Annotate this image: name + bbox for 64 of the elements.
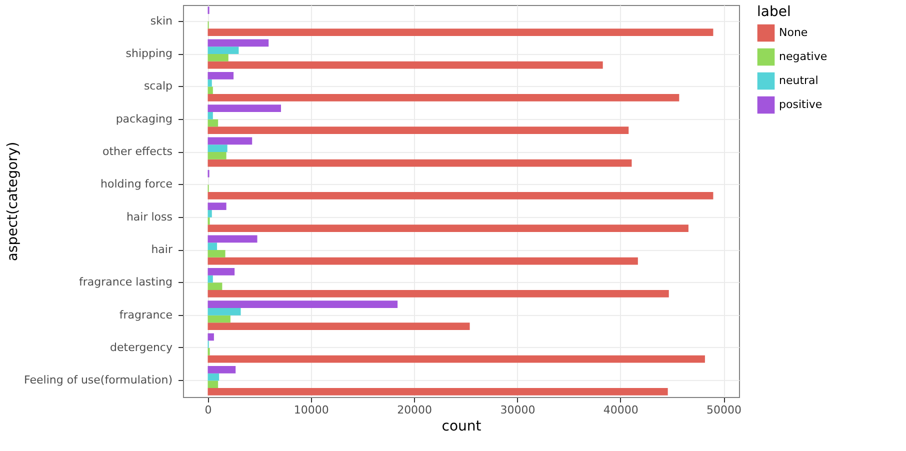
bar bbox=[208, 268, 235, 276]
legend-label: None bbox=[779, 26, 808, 39]
bar bbox=[208, 79, 212, 87]
bar bbox=[208, 210, 212, 218]
bar bbox=[208, 72, 234, 80]
x-tick-label: 20000 bbox=[397, 404, 432, 416]
bar bbox=[208, 257, 638, 265]
bar bbox=[208, 224, 688, 232]
bar bbox=[208, 242, 218, 250]
legend-label: negative bbox=[779, 50, 828, 63]
bar bbox=[208, 202, 226, 210]
legend-title: label bbox=[757, 4, 791, 20]
bar bbox=[208, 282, 222, 290]
bar bbox=[208, 290, 669, 298]
bar bbox=[208, 388, 668, 396]
x-tick-label: 40000 bbox=[603, 404, 638, 416]
bar bbox=[208, 137, 252, 145]
y-tick-label: fragrance bbox=[119, 308, 173, 322]
bar bbox=[208, 61, 603, 69]
bar bbox=[208, 152, 226, 160]
bar bbox=[208, 308, 241, 316]
bar bbox=[208, 380, 218, 388]
x-tick-label: 10000 bbox=[294, 404, 329, 416]
bar bbox=[208, 94, 680, 102]
bar bbox=[208, 104, 281, 112]
x-tick-label: 30000 bbox=[500, 404, 536, 416]
y-tick-label: other effects bbox=[102, 145, 173, 158]
bar bbox=[208, 112, 213, 120]
bar bbox=[208, 322, 470, 330]
bar bbox=[208, 192, 714, 200]
x-tick-label: 0 bbox=[204, 404, 212, 416]
y-tick-label: skin bbox=[150, 14, 173, 28]
bar bbox=[208, 235, 258, 243]
y-tick-label: packaging bbox=[116, 112, 172, 126]
bar bbox=[208, 250, 226, 258]
y-tick-label: fragrance lasting bbox=[78, 276, 172, 289]
bar bbox=[208, 275, 213, 283]
x-axis-title: count bbox=[442, 418, 482, 434]
bar bbox=[208, 46, 239, 54]
bar bbox=[208, 300, 398, 308]
legend-label: positive bbox=[779, 98, 822, 111]
y-tick-label: shipping bbox=[126, 47, 172, 60]
bar bbox=[208, 144, 228, 152]
bar bbox=[208, 126, 629, 134]
y-tick-label: hair loss bbox=[126, 210, 173, 224]
y-tick-label: Feeling of use(formulation) bbox=[24, 374, 172, 387]
bar bbox=[208, 86, 213, 94]
y-axis-title: aspect(category) bbox=[5, 142, 22, 262]
bar bbox=[208, 373, 220, 381]
bar bbox=[208, 315, 230, 323]
y-tick-label: hair bbox=[151, 243, 173, 256]
y-tick-label: detergency bbox=[110, 341, 173, 354]
bar bbox=[208, 355, 705, 363]
bar bbox=[208, 54, 228, 62]
bar bbox=[208, 366, 236, 374]
x-tick-label: 50000 bbox=[706, 404, 742, 416]
bar bbox=[208, 333, 214, 341]
legend-label: neutral bbox=[779, 74, 818, 87]
bar bbox=[208, 119, 218, 127]
y-tick-label: holding force bbox=[100, 178, 173, 191]
bar bbox=[208, 159, 632, 167]
bar bbox=[208, 39, 269, 47]
bar bbox=[208, 28, 714, 36]
y-tick-label: scalp bbox=[144, 80, 173, 93]
